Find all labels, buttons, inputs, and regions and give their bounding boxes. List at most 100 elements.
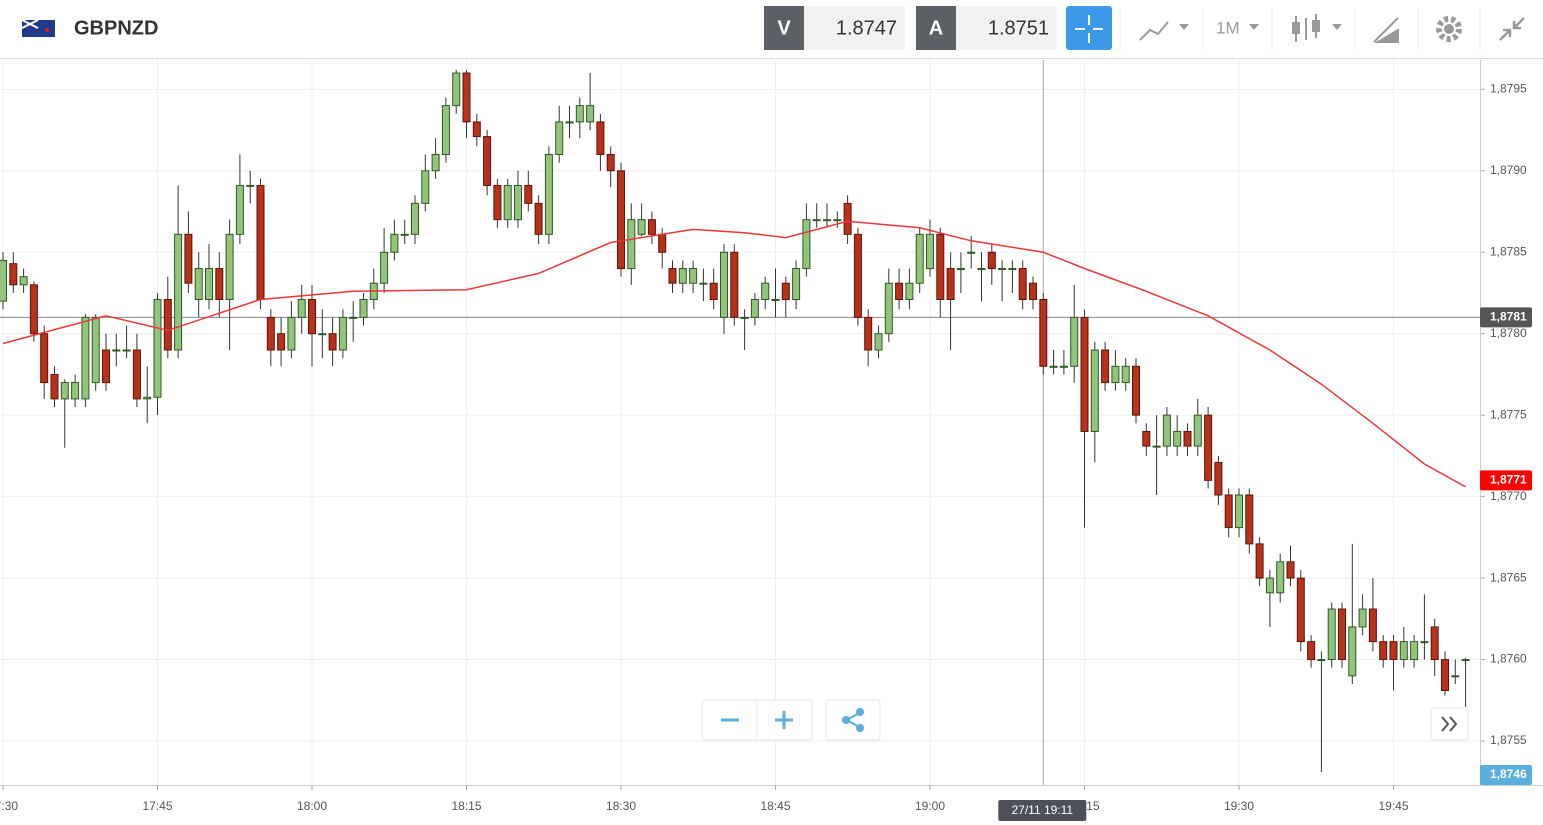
share-dot (842, 716, 850, 724)
plot: 1,8755 1,8760 1,8765 1,8770 1,8775 1,8780 1,87… (0, 60, 1543, 813)
candle-body (1162, 414, 1171, 447)
chart-type-button[interactable] (1139, 21, 1169, 41)
scroll-icon (1441, 716, 1458, 732)
candle-body (143, 396, 152, 400)
draw-button[interactable] (1373, 17, 1399, 43)
crosshair-button[interactable] (1066, 6, 1112, 50)
x-tick-label: 19:45 (1378, 799, 1408, 813)
candle-body (0, 259, 7, 302)
settings-button[interactable] (1436, 16, 1462, 42)
candle-body (19, 276, 28, 286)
candle-body (792, 268, 801, 300)
candle-body (647, 219, 656, 235)
candle-body (1358, 608, 1367, 628)
scroll-end-button[interactable] (1430, 707, 1469, 741)
y-tick-label: 1,8780 (1490, 326, 1527, 340)
price-marker (1480, 765, 1532, 785)
candle-body (441, 105, 450, 155)
flag-star (45, 28, 49, 32)
candle-body (132, 349, 141, 400)
candle-body (1132, 365, 1140, 416)
candle-body (215, 268, 224, 300)
candle-body (390, 233, 399, 253)
candle-body (1018, 268, 1027, 300)
candle-body (524, 184, 533, 204)
candle-body (1049, 365, 1058, 368)
candle-body (1327, 608, 1336, 661)
candle-body (1193, 414, 1202, 447)
separator (1119, 8, 1481, 50)
ask-label: A (929, 17, 943, 39)
share-dot (856, 708, 864, 716)
candle-body (1204, 414, 1213, 481)
candle-body (617, 170, 625, 270)
x-tick-label: 18:45 (760, 799, 790, 813)
candle-body (452, 72, 461, 107)
candle-body (761, 282, 770, 300)
candle-body (843, 202, 852, 235)
ask-badge (916, 6, 956, 50)
candle-icon (1312, 20, 1320, 32)
candle-body (689, 268, 698, 284)
collapse-button[interactable] (1499, 17, 1525, 41)
share-button[interactable] (825, 699, 881, 741)
zoom-in[interactable] (775, 711, 793, 729)
candle-body (1245, 494, 1254, 545)
candle-body (462, 72, 471, 123)
candle-body (575, 105, 584, 123)
candle-body (472, 121, 481, 138)
candle-body (864, 316, 873, 351)
candle-body (740, 316, 749, 319)
candle-body (586, 105, 595, 123)
candle-body (1348, 626, 1357, 677)
overlay: 1,8781 1,8771 1,8746 27/11 19:11 (701, 307, 1532, 821)
candle-body (421, 170, 430, 204)
price-marker-label: 1,8781 (1490, 310, 1527, 324)
bid-box (804, 6, 905, 50)
candle-body (163, 298, 172, 351)
candle-body (1090, 349, 1099, 432)
candle-body (1296, 577, 1305, 643)
candle-body (884, 282, 893, 335)
candle-body (905, 282, 914, 300)
candle-body (678, 268, 687, 284)
candle-body (977, 268, 986, 271)
candle-body (308, 298, 316, 335)
candle-body (194, 268, 203, 300)
price-marker (1480, 307, 1532, 328)
candle-body (802, 219, 811, 270)
y-tick-label: 1,8760 (1490, 652, 1527, 666)
candle-body (9, 263, 18, 286)
candle-body (225, 233, 234, 300)
share-dot (856, 724, 864, 732)
candle-body (71, 382, 80, 400)
bid-label: V (777, 17, 791, 39)
candle-body (668, 268, 677, 284)
candle-body (328, 333, 337, 351)
timeframe[interactable]: 1M (1216, 18, 1240, 37)
price-marker (1480, 470, 1532, 491)
candle-body (709, 282, 718, 300)
candle-body (50, 373, 59, 400)
candle-body (1255, 543, 1264, 579)
candle-body (1101, 349, 1110, 384)
candle-body (277, 333, 286, 351)
candle-body (1410, 641, 1419, 661)
candle-body (565, 121, 574, 124)
x-tick-label: 17:45 (142, 799, 172, 813)
candle-body (112, 349, 121, 352)
candle-body (184, 233, 193, 284)
y-tick-label: 1,8795 (1490, 81, 1527, 95)
candle-body (174, 233, 183, 351)
candle-body (40, 333, 49, 384)
caret (1332, 24, 1342, 30)
price-marker-label: 1,8746 (1490, 767, 1527, 781)
candle-body (1059, 365, 1068, 368)
x-tick-label: 18:00 (297, 799, 327, 813)
candle-body (338, 316, 347, 351)
candle-body (596, 121, 605, 155)
y-tick-label: 1,8785 (1490, 244, 1527, 258)
candle-body (1173, 430, 1182, 447)
